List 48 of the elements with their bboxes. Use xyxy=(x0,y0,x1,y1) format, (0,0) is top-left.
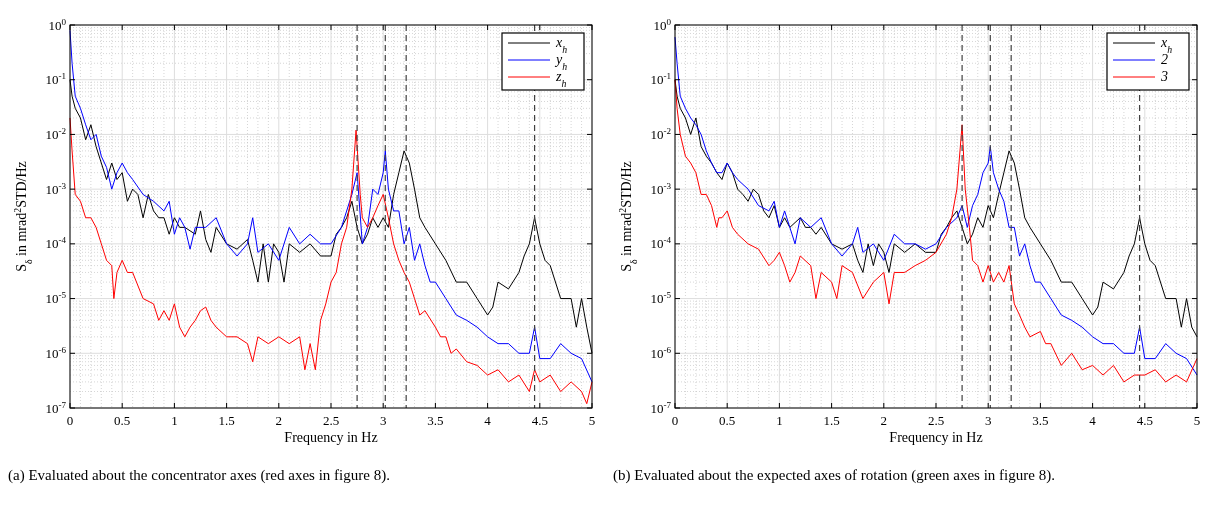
y-tick-label: 10$^{-7}$ xyxy=(45,399,67,416)
legend-label: 3 xyxy=(1160,69,1168,84)
y-tick-label: 10$^{0}$ xyxy=(653,16,672,33)
y-tick-label: 10$^{0}$ xyxy=(48,16,67,33)
y-tick-label: 10$^{-4}$ xyxy=(45,235,67,252)
x-tick-label: 0.5 xyxy=(719,413,736,428)
legend-label: 2 xyxy=(1161,52,1168,67)
x-tick-label: 0.5 xyxy=(114,413,131,428)
y-tick-label: 10$^{-1}$ xyxy=(45,71,66,88)
x-tick-label: 4.5 xyxy=(531,413,548,428)
x-tick-label: 2.5 xyxy=(927,413,945,428)
x-tick-label: 5 xyxy=(588,413,596,428)
y-tick-label: 10$^{-2}$ xyxy=(45,125,67,142)
x-tick-label: 4.5 xyxy=(1136,413,1153,428)
x-tick-label: 1 xyxy=(776,413,783,428)
y-tick-label: 10$^{-3}$ xyxy=(650,180,672,197)
legend-label: x$_{h}$ xyxy=(555,35,568,55)
legend-label: y$_{h}$ xyxy=(554,52,568,72)
x-tick-label: 3 xyxy=(984,413,992,428)
x-tick-label: 3 xyxy=(379,413,387,428)
x-tick-label: 3.5 xyxy=(1032,413,1049,428)
y-tick-label: 10$^{-4}$ xyxy=(650,235,672,252)
x-tick-label: 4 xyxy=(1089,413,1097,428)
x-tick-label: 4 xyxy=(484,413,492,428)
x-tick-label: 5 xyxy=(1193,413,1201,428)
y-tick-label: 10$^{-6}$ xyxy=(45,344,67,361)
y-tick-label: 10$^{-6}$ xyxy=(650,344,672,361)
x-tick-label: 2 xyxy=(880,413,888,428)
legend-label: z$_{h}$ xyxy=(555,69,567,89)
y-tick-label: 10$^{-5}$ xyxy=(45,290,67,307)
x-tick-label: 0 xyxy=(671,413,679,428)
x-tick-label: 3.5 xyxy=(427,413,444,428)
x-tick-label: 0 xyxy=(66,413,74,428)
y-tick-label: 10$^{-7}$ xyxy=(650,399,672,416)
x-tick-label: 1.5 xyxy=(218,413,235,428)
text: (b) Evaluated about the expected axes of rotation (green axes in figure 8). xyxy=(613,467,1055,484)
y-tick-label: 10$^{-3}$ xyxy=(45,180,67,197)
y-tick-label: 10$^{-2}$ xyxy=(650,125,672,142)
y-tick-label: 10$^{-1}$ xyxy=(650,71,671,88)
text: (a) Evaluated about the concentrator axes (red axes in figure 8). xyxy=(8,467,390,484)
x-axis-title: Frequency in Hz xyxy=(889,430,983,445)
x-axis-title: Frequency in Hz xyxy=(284,430,378,445)
x-tick-label: 2 xyxy=(275,413,283,428)
legend-label: x$_{h}$ xyxy=(1160,35,1173,55)
x-tick-label: 2.5 xyxy=(322,413,340,428)
x-tick-label: 1.5 xyxy=(823,413,840,428)
x-tick-label: 1 xyxy=(171,413,178,428)
y-tick-label: 10$^{-5}$ xyxy=(650,290,672,307)
